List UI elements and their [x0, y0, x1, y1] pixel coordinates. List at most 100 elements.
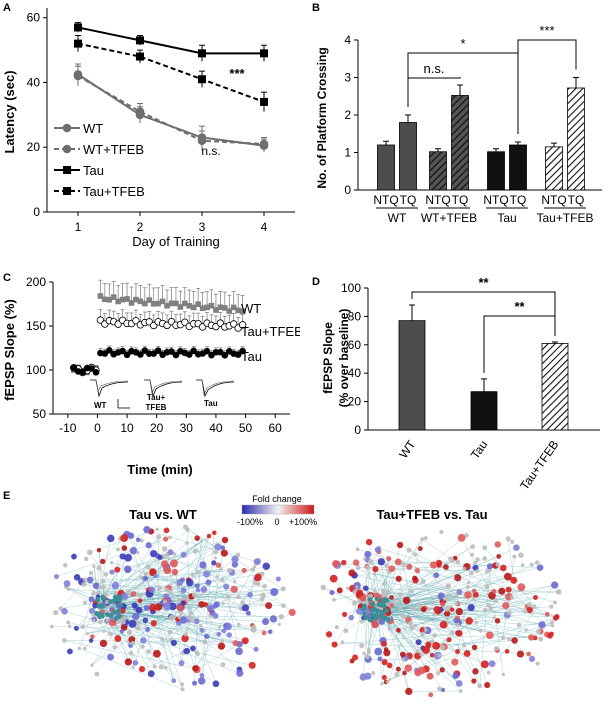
network-node: [82, 600, 87, 605]
network-node: [202, 570, 211, 578]
panel-b-group-label: Tau+TFEB: [536, 211, 593, 225]
network-node: [250, 567, 255, 572]
panel-c-point: [230, 304, 237, 311]
network-node: [510, 576, 518, 584]
panel-c-point: [168, 300, 175, 307]
network-node: [213, 549, 219, 555]
panel-c-point: [159, 298, 166, 305]
network-node: [63, 580, 71, 587]
network-node: [113, 590, 118, 596]
network-node: [218, 625, 222, 629]
network-node: [359, 619, 364, 624]
network-edge: [77, 577, 240, 652]
network-edge: [389, 619, 409, 680]
network-node: [387, 627, 392, 631]
network-node: [420, 537, 425, 542]
network-node: [260, 571, 265, 576]
network-node: [491, 588, 497, 594]
network-edge: [490, 597, 536, 609]
network-node: [420, 579, 426, 584]
network-node: [401, 657, 406, 661]
network-node: [475, 557, 480, 562]
network-node: [430, 600, 435, 605]
network-node: [126, 629, 133, 636]
panel-c-point: [235, 307, 241, 314]
network-edge: [389, 603, 443, 630]
network-node: [342, 611, 348, 617]
network-node: [156, 534, 162, 540]
network-node: [455, 607, 464, 616]
network-node: [526, 606, 534, 614]
panel-a-xtick-label: 1: [75, 220, 82, 234]
network-node: [66, 587, 71, 592]
network-hub-node: [362, 611, 367, 617]
network-node: [158, 664, 164, 670]
network-node: [127, 532, 135, 539]
network-hub-node: [115, 614, 121, 620]
network-node: [511, 637, 518, 644]
network-edge: [439, 640, 515, 646]
panel-d-ytick-label: 80: [348, 309, 362, 323]
network-node: [220, 549, 228, 557]
panel-c-xtick-label: 40: [209, 421, 223, 435]
network-node: [483, 607, 488, 612]
network-node: [67, 624, 72, 628]
network-node: [505, 586, 512, 593]
network-edge: [208, 566, 267, 583]
network-node: [374, 546, 381, 553]
network-node: [221, 628, 227, 634]
panel-c-point: [115, 298, 121, 305]
panel-c-xtick-label: 0: [94, 421, 101, 435]
network-node: [352, 559, 360, 566]
panel-b-bar: [545, 146, 563, 191]
network-node: [528, 634, 535, 641]
panel-a-ytick-label: 20: [27, 140, 41, 154]
panel-a-legend-label: Tau: [83, 163, 104, 178]
network-node: [149, 549, 158, 558]
network-node: [223, 583, 230, 590]
network-node: [430, 639, 435, 644]
panel-c-point: [222, 305, 228, 311]
network-edge: [234, 589, 269, 606]
network-node: [198, 601, 205, 608]
network-node: [518, 552, 524, 558]
network-node: [217, 642, 226, 650]
network-node: [413, 552, 418, 557]
network-node: [185, 541, 189, 545]
network-edge: [110, 633, 236, 644]
panel-a-xlabel: Day of Training: [132, 234, 219, 249]
panel-b-ytick-label: 0: [344, 183, 351, 197]
network-node: [456, 588, 463, 595]
network-node: [451, 658, 459, 666]
network-edge: [351, 548, 380, 618]
panel-b-ytick-label: 4: [344, 33, 351, 47]
network-node: [400, 562, 406, 568]
network-node: [153, 573, 158, 579]
network-node: [91, 618, 96, 623]
network-node: [507, 610, 512, 616]
network-node: [231, 561, 239, 568]
network-node: [62, 563, 68, 568]
network-edge: [116, 539, 226, 614]
network-node: [109, 561, 114, 565]
panel-a-point: [73, 71, 83, 81]
network-edge: [100, 621, 129, 663]
panel-c-point: [164, 302, 170, 309]
network-node: [332, 598, 336, 602]
network-node: [203, 633, 210, 640]
panel-a-xtick-label: 4: [261, 220, 268, 234]
network-node: [99, 639, 108, 648]
network-node: [128, 619, 137, 628]
network-node: [417, 546, 423, 552]
panel-b-sig-label: n.s.: [424, 61, 445, 76]
network-node: [381, 659, 388, 666]
network-node: [443, 610, 451, 617]
network-node: [185, 527, 190, 532]
network-edge: [196, 572, 233, 620]
network-node: [534, 560, 540, 565]
panel-letter-a: A: [3, 2, 11, 14]
network-node: [162, 599, 167, 604]
network-node: [380, 588, 386, 594]
network-node: [221, 601, 225, 606]
